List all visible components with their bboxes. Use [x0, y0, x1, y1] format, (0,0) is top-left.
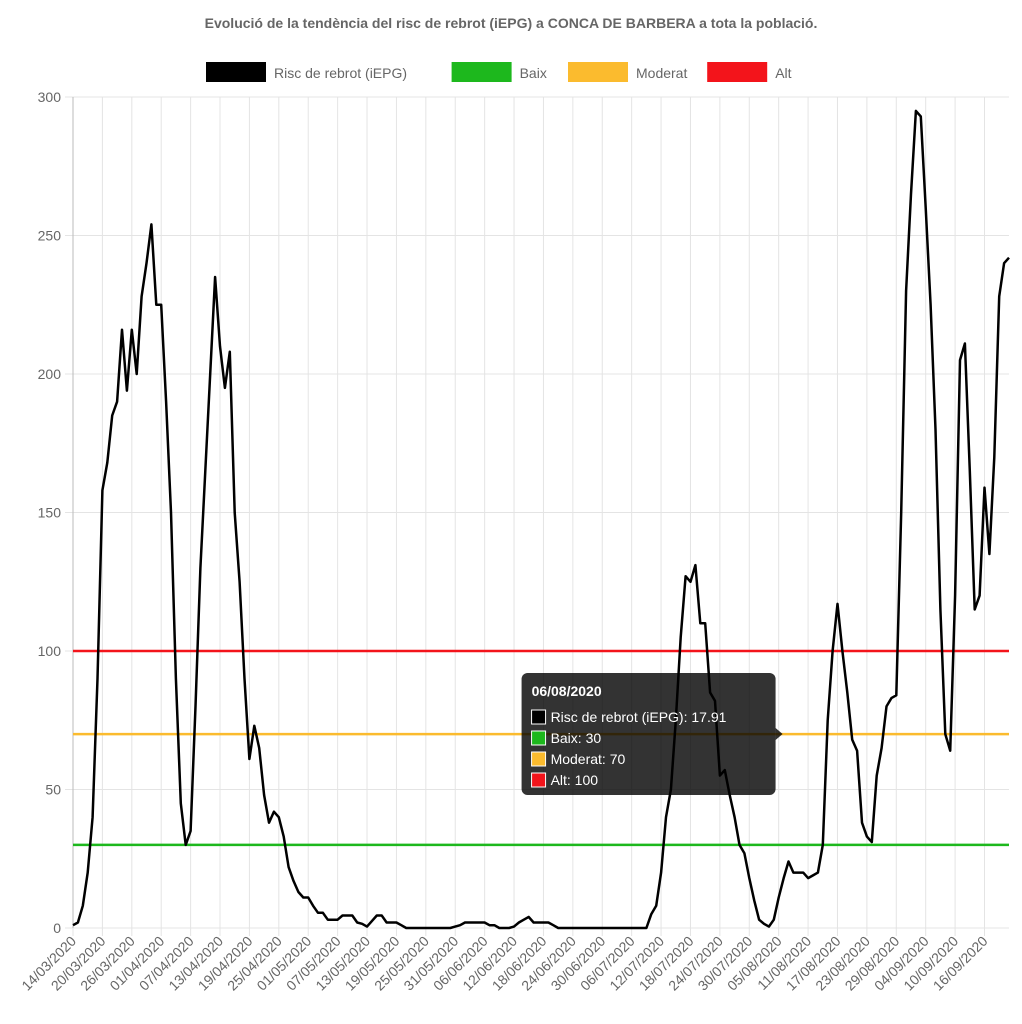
chart-title: Evolució de la tendència del risc de reb… [205, 15, 818, 31]
legend-label: Risc de rebrot (iEPG) [274, 65, 407, 81]
tooltip-title: 06/08/2020 [532, 683, 602, 699]
tooltip-arrow [775, 728, 783, 740]
tooltip-item: Risc de rebrot (iEPG): 17.91 [551, 709, 727, 725]
tooltip-swatch [531, 709, 547, 725]
legend-label: Baix [520, 65, 547, 81]
y-tick-label: 300 [38, 89, 62, 105]
y-tick-label: 100 [38, 643, 62, 659]
legend-swatch [206, 62, 266, 82]
y-tick-label: 250 [38, 228, 62, 244]
y-tick-label: 200 [38, 366, 62, 382]
legend-label: Moderat [636, 65, 687, 81]
legend-label: Alt [775, 65, 791, 81]
data-line [72, 109, 1010, 930]
tooltip-item: Alt: 100 [551, 772, 599, 788]
legend-swatch [451, 62, 512, 82]
legend-swatch [568, 62, 628, 82]
y-tick-label: 0 [53, 920, 61, 936]
legend-swatch [707, 62, 768, 82]
tooltip-item: Baix: 30 [551, 730, 602, 746]
tooltip-swatch [531, 751, 547, 767]
tooltip-swatch [531, 730, 547, 746]
y-tick-label: 150 [38, 505, 62, 521]
tooltip-box [521, 673, 776, 795]
y-tick-label: 50 [45, 782, 61, 798]
tooltip: 06/08/2020 Risc de rebrot (iEPG): 17.91 Ba… [521, 673, 783, 795]
tooltip-swatch [531, 772, 547, 788]
tooltip-item: Moderat: 70 [551, 751, 626, 767]
